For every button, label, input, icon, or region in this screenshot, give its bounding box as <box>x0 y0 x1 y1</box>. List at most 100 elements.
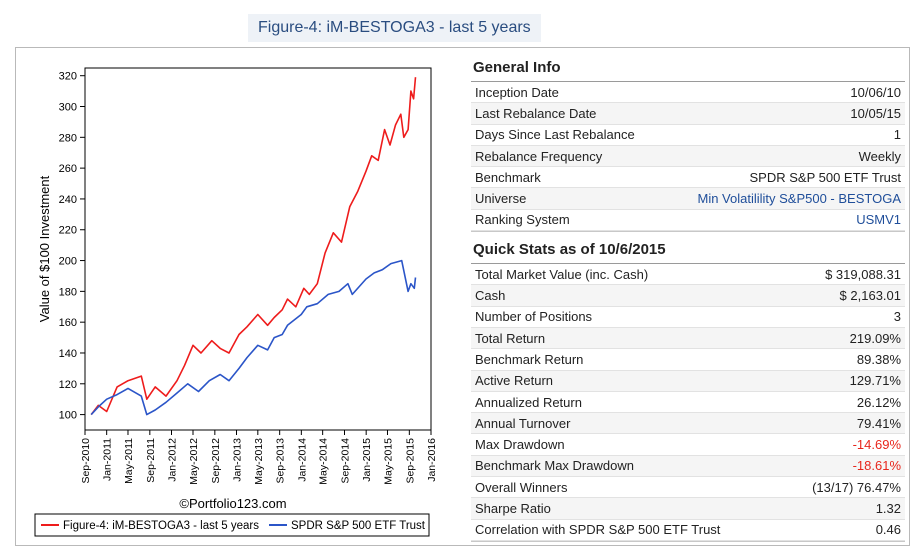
x-tick-label: Jan-2016 <box>426 438 438 482</box>
row-label: Sharpe Ratio <box>475 500 551 516</box>
row-label: Total Return <box>475 330 546 346</box>
y-tick-label: 120 <box>59 379 77 391</box>
row-label: Cash <box>475 288 506 304</box>
y-tick-label: 160 <box>59 317 77 329</box>
watermark: ©Portfolio123.com <box>179 496 286 511</box>
row-value: (13/17) 76.47% <box>812 479 901 495</box>
general-info-row-days-since: Days Since Last Rebalance 1 <box>471 125 905 146</box>
quick-stats-row: Number of Positions 3 <box>471 307 905 328</box>
row-value: 79.41% <box>856 415 901 431</box>
chart-svg: 100 120 140 160 180 200 220 240 260 280 300 320 Sep-… <box>34 67 438 537</box>
general-info-row-universe: Universe Min Volatilility S&P500 - BESTOG… <box>471 188 905 210</box>
y-tick-label: 220 <box>59 225 77 237</box>
general-info-row-ranking: Ranking System USMV1 <box>471 210 905 232</box>
general-info-row-inception: Inception Date 10/06/10 <box>471 82 905 104</box>
x-tick-label: Sep-2012 <box>210 438 222 484</box>
row-value: 129.71% <box>849 373 901 389</box>
x-tick-label: Jan-2011 <box>102 438 114 481</box>
row-value: 26.12% <box>856 394 901 410</box>
legend-box <box>34 513 430 537</box>
x-tick-label: Sep-2013 <box>275 438 287 484</box>
row-label: Last Rebalance Date <box>475 105 597 121</box>
row-value: 219.09% <box>849 330 901 346</box>
x-tick-label: Jan-2014 <box>296 438 308 482</box>
row-value: 0.46 <box>875 522 901 538</box>
row-label: Universe <box>475 191 527 207</box>
quick-stats-row: Overall Winners (13/17) 76.47% <box>471 477 905 499</box>
row-value: $ 2,163.01 <box>839 288 901 304</box>
row-label: Annual Turnover <box>475 415 571 431</box>
x-tick-label: May-2012 <box>188 438 200 485</box>
x-tick-label: Jan-2015 <box>361 438 373 482</box>
quick-stats-row: Benchmark Return 89.38% <box>471 349 905 371</box>
legend-label-benchmark: SPDR S&P 500 ETF Trust <box>291 520 426 532</box>
row-label: Benchmark <box>475 169 541 185</box>
general-info-table: Inception Date 10/06/10 Last Rebalance Da… <box>471 82 905 233</box>
y-tick-label: 240 <box>59 194 77 206</box>
row-value: 1.32 <box>875 500 901 516</box>
page-title: Figure-4: iM-BESTOGA3 - last 5 years <box>248 14 541 42</box>
quick-stats-row: Sharpe Ratio 1.32 <box>471 498 905 520</box>
info-panel: General Info Inception Date 10/06/10 Last… <box>471 56 905 542</box>
quick-stats-title: Quick Stats as of 10/6/2015 <box>471 238 905 265</box>
y-tick-label: 320 <box>59 71 77 83</box>
ranking-system-link[interactable]: USMV1 <box>856 212 901 228</box>
row-label: Overall Winners <box>475 479 568 495</box>
y-tick-label: 100 <box>59 410 77 422</box>
quick-stats-row: Active Return 129.71% <box>471 370 905 392</box>
row-label: Number of Positions <box>475 309 593 325</box>
row-value: -18.61% <box>852 458 901 474</box>
row-label: Benchmark Max Drawdown <box>475 458 634 474</box>
general-info-row-last-rebalance: Last Rebalance Date 10/05/15 <box>471 103 905 125</box>
quick-stats-row: Cash $ 2,163.01 <box>471 285 905 307</box>
general-info-row-frequency: Rebalance Frequency Weekly <box>471 145 905 168</box>
x-tick-label: Jan-2012 <box>167 438 179 482</box>
quick-stats-row: Benchmark Max Drawdown -18.61% <box>471 455 905 478</box>
x-tick-label: Jan-2013 <box>232 438 244 482</box>
x-tick-label: Sep-2011 <box>145 438 157 483</box>
quick-stats-row: Annual Turnover 79.41% <box>471 413 905 435</box>
row-value: 10/06/10 <box>850 84 901 100</box>
row-value: SPDR S&P 500 ETF Trust <box>749 169 901 185</box>
x-tick-label: Sep-2014 <box>340 438 352 484</box>
row-label: Max Drawdown <box>475 437 565 453</box>
row-label: Annualized Return <box>475 394 582 410</box>
y-tick-label: 140 <box>59 348 77 360</box>
quick-stats-row: Max Drawdown -14.69% <box>471 434 905 456</box>
y-tick-label: 280 <box>59 132 77 144</box>
strategy-series-line <box>90 77 417 416</box>
general-info-row-benchmark: Benchmark SPDR S&P 500 ETF Trust <box>471 167 905 189</box>
x-tick-label: Sep-2010 <box>80 438 92 484</box>
row-value: 89.38% <box>856 351 901 367</box>
quick-stats-row: Total Return 219.09% <box>471 327 905 350</box>
x-tick-label: May-2013 <box>253 438 265 485</box>
row-value: -14.69% <box>852 437 901 453</box>
row-label: Active Return <box>475 373 554 389</box>
row-label: Ranking System <box>475 212 570 228</box>
quick-stats-row: Correlation with SPDR S&P 500 ETF Trust 0… <box>471 520 905 541</box>
y-tick-label: 300 <box>59 102 77 114</box>
x-tick-label: May-2015 <box>382 438 394 485</box>
universe-link[interactable]: Min Volatilility S&P500 - BESTOGA <box>697 191 901 207</box>
row-label: Total Market Value (inc. Cash) <box>475 266 649 282</box>
row-label: Days Since Last Rebalance <box>475 127 635 143</box>
legend-label-strategy: Figure-4: iM-BESTOGA3 - last 5 years <box>63 520 259 532</box>
plot-area <box>84 67 432 431</box>
row-value: 1 <box>893 127 901 143</box>
general-info-title: General Info <box>471 56 905 82</box>
y-tick-label: 260 <box>59 163 77 175</box>
performance-chart: 100 120 140 160 180 200 220 240 260 280 300 320 Sep-… <box>23 58 443 540</box>
row-value: 10/05/15 <box>850 105 901 121</box>
benchmark-series-line <box>90 259 417 416</box>
y-axis-label: Value of $100 Investment <box>37 175 52 322</box>
row-label: Inception Date <box>475 84 559 100</box>
y-tick-label: 180 <box>59 286 77 298</box>
quick-stats-row: Total Market Value (inc. Cash) $ 319,088.… <box>471 264 905 286</box>
x-tick-label: May-2014 <box>318 438 330 485</box>
x-tick-label: Sep-2015 <box>404 438 416 484</box>
row-value: Weekly <box>858 148 901 164</box>
quick-stats-table: Total Market Value (inc. Cash) $ 319,088.… <box>471 264 905 542</box>
y-tick-label: 200 <box>59 256 77 268</box>
row-label: Correlation with SPDR S&P 500 ETF Trust <box>475 522 721 538</box>
row-value: 3 <box>893 309 901 325</box>
